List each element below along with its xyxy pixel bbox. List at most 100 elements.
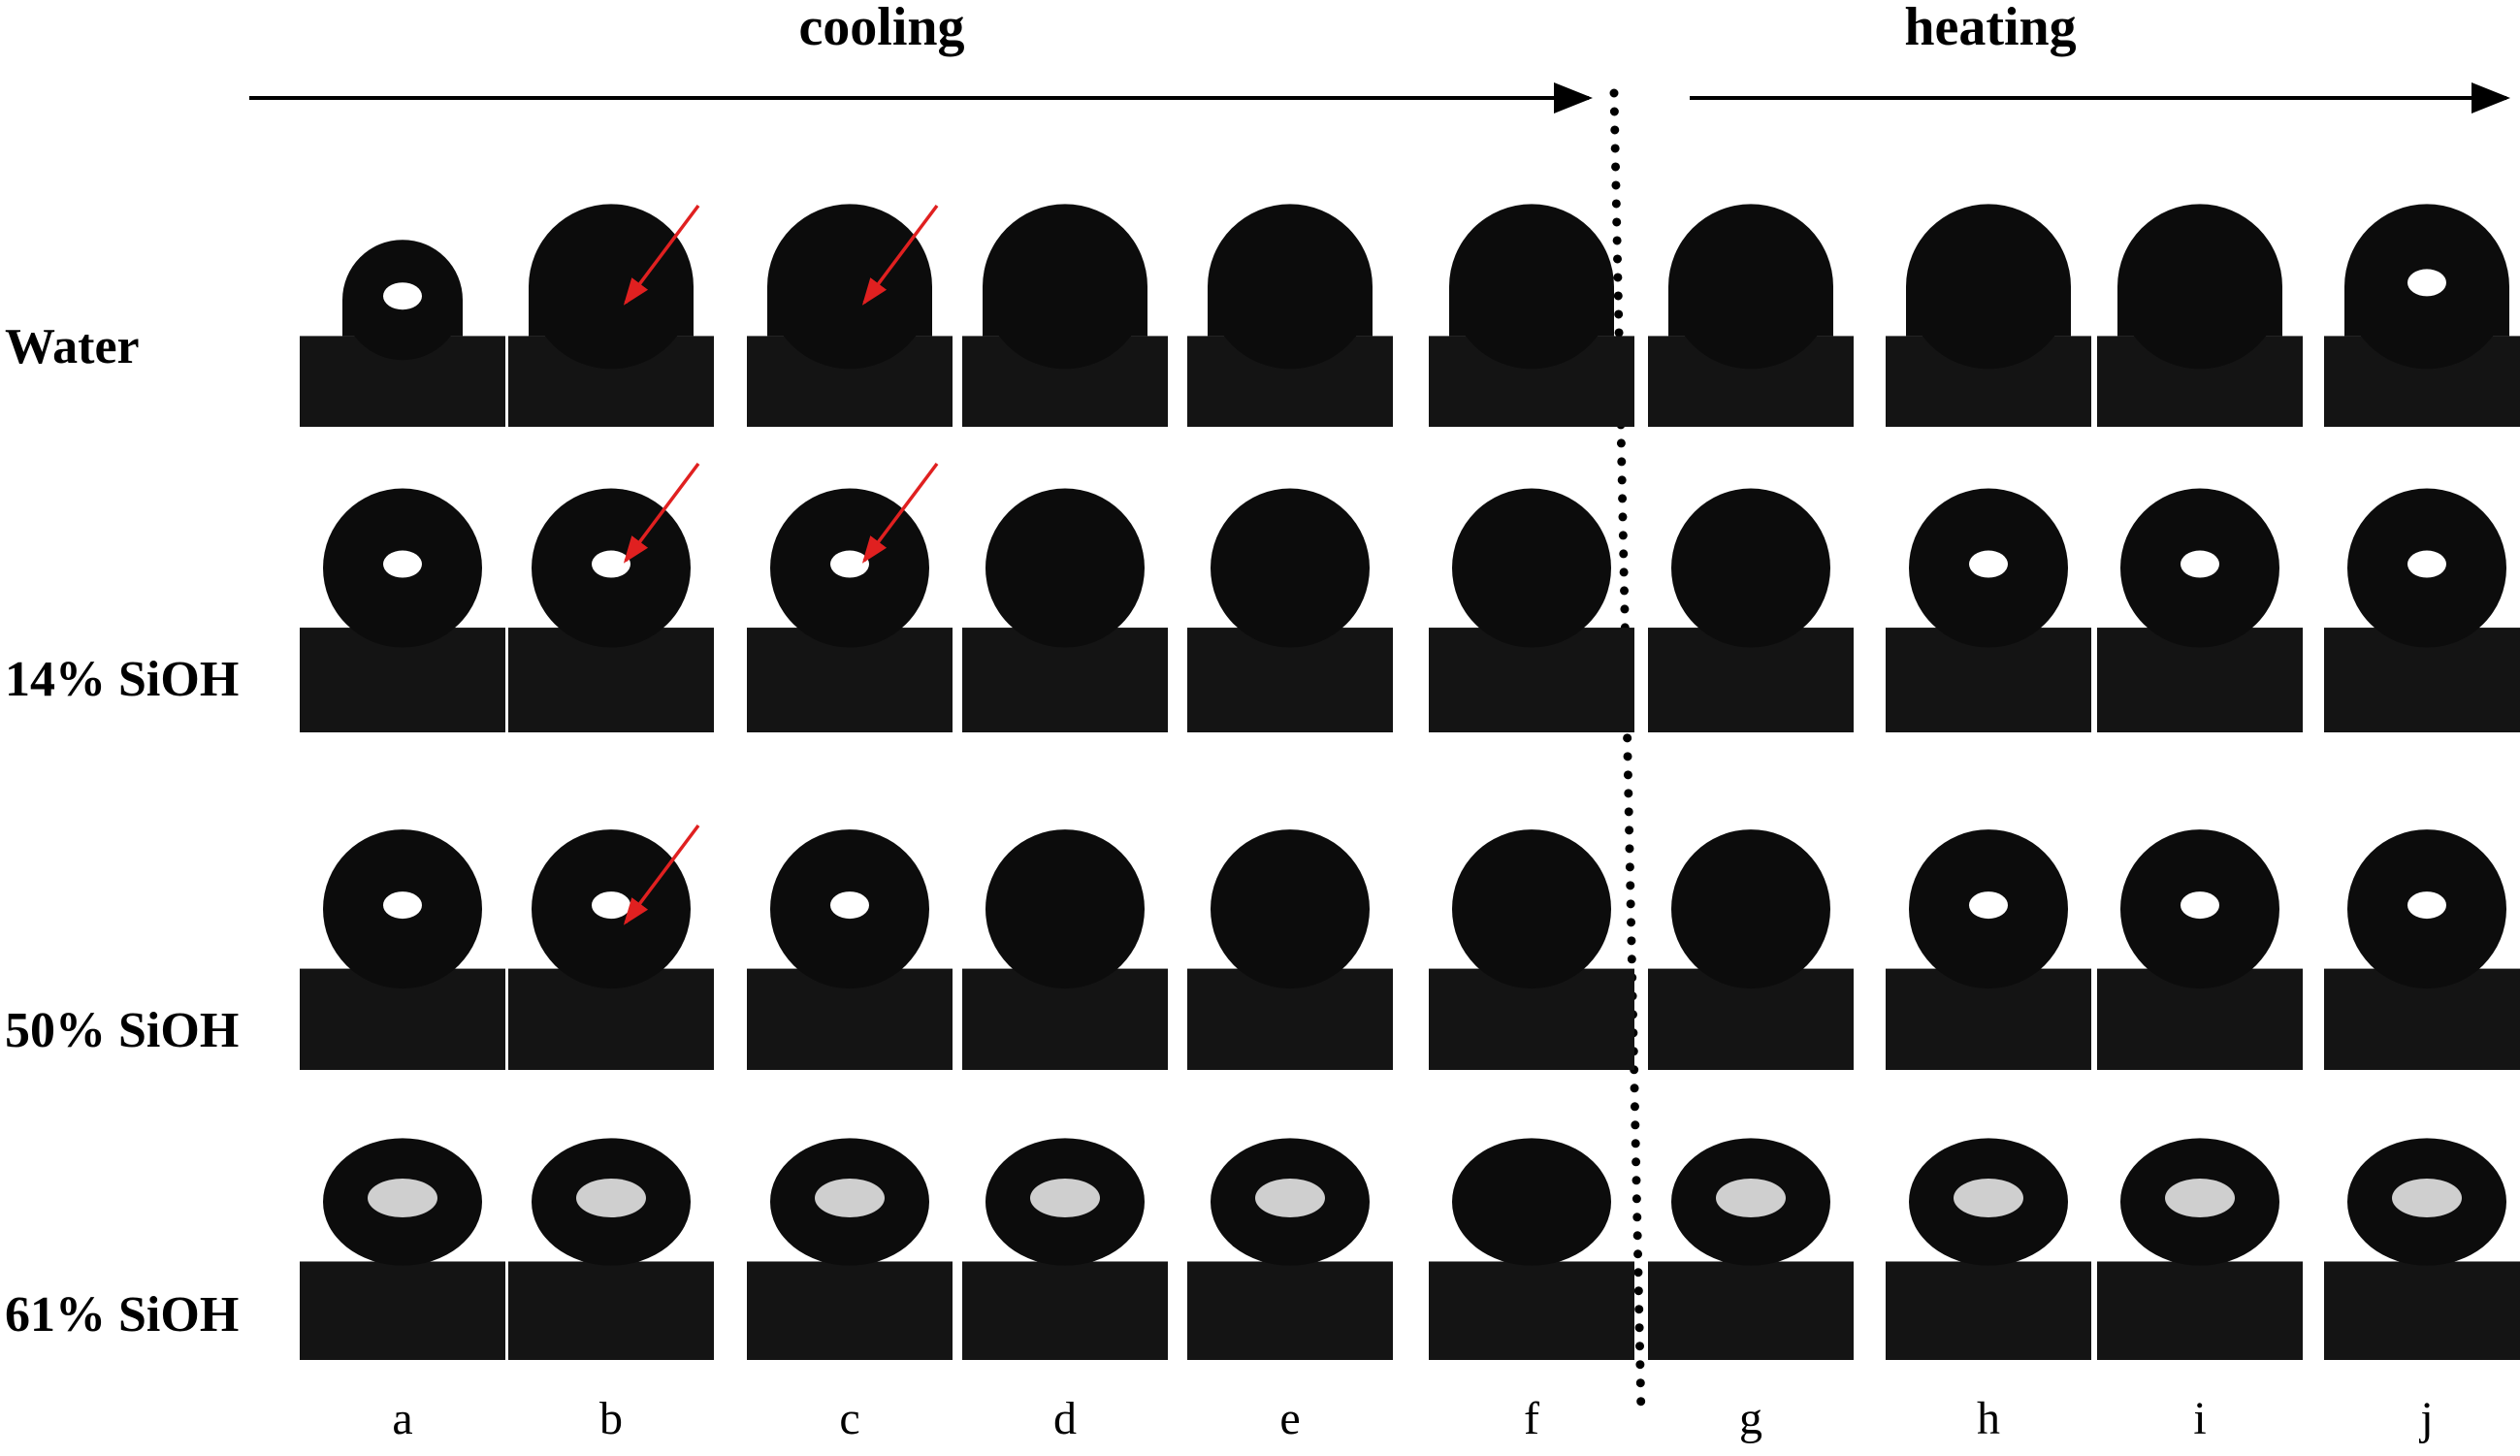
substrate	[747, 1261, 953, 1360]
column-label: i	[2193, 1393, 2206, 1444]
column-label: f	[1524, 1393, 1539, 1444]
droplet-base	[1906, 286, 2071, 337]
substrate	[1187, 1261, 1393, 1360]
highlight	[1969, 891, 2008, 920]
column-label: c	[839, 1393, 859, 1444]
highlight	[2181, 550, 2219, 578]
droplet-tile	[962, 204, 1168, 427]
highlight	[2392, 1178, 2462, 1217]
droplet	[1671, 829, 1830, 989]
substrate	[962, 1261, 1168, 1360]
droplet-tile	[1429, 829, 1634, 1070]
droplet-tile	[747, 488, 953, 732]
droplet-tile	[2097, 829, 2303, 1070]
highlight	[576, 1178, 646, 1217]
droplet-tile	[1648, 829, 1854, 1070]
droplet-tile	[1886, 488, 2091, 732]
droplet-base	[1668, 286, 1833, 337]
droplet	[1671, 488, 1830, 648]
droplet-tile	[1429, 1138, 1634, 1360]
substrate	[1886, 1261, 2091, 1360]
droplet-tile	[300, 1138, 505, 1360]
red-arrow	[861, 204, 939, 306]
droplet-tile	[1187, 488, 1393, 732]
droplet-tile	[508, 1138, 714, 1360]
highlight	[592, 891, 630, 920]
cooling-label: cooling	[798, 0, 964, 57]
droplet-base	[1208, 286, 1373, 337]
droplet-tile	[300, 240, 505, 427]
substrate	[1429, 1261, 1634, 1360]
droplet	[1211, 829, 1370, 989]
red-arrow	[623, 462, 700, 564]
droplet	[985, 488, 1145, 648]
highlight	[592, 550, 630, 578]
highlight	[1255, 1178, 1325, 1217]
droplet	[1452, 1138, 1611, 1266]
droplet-base	[1449, 286, 1614, 337]
droplet-tile	[300, 488, 505, 732]
highlight	[830, 891, 869, 920]
highlight	[2407, 550, 2446, 578]
column-label: j	[2418, 1393, 2433, 1444]
heating-label: heating	[1904, 0, 2076, 57]
droplet-tile	[1886, 204, 2091, 427]
substrate	[2097, 1261, 2303, 1360]
droplet-tile	[1648, 488, 1854, 732]
row-label: 61% SiOH	[5, 1287, 239, 1343]
droplet-base	[529, 286, 694, 337]
droplet-images	[300, 204, 2520, 1360]
substrate	[300, 1261, 505, 1360]
droplet	[1452, 829, 1611, 989]
droplet-base	[767, 286, 932, 337]
droplet-tile	[1429, 488, 1634, 732]
droplet-tile	[962, 829, 1168, 1070]
droplet-tile	[747, 829, 953, 1070]
highlight	[830, 550, 869, 578]
droplet-tile	[1648, 1138, 1854, 1360]
droplet-base	[983, 286, 1147, 337]
column-label: d	[1053, 1393, 1077, 1444]
droplet-tile	[1187, 204, 1393, 427]
droplet-tile	[747, 204, 953, 427]
droplet-tile	[2324, 829, 2520, 1070]
highlight	[2407, 269, 2446, 297]
highlight	[368, 1178, 437, 1217]
highlight	[2407, 891, 2446, 920]
highlight	[1969, 550, 2008, 578]
highlight	[1716, 1178, 1786, 1217]
red-arrow	[861, 462, 939, 564]
column-label: g	[1739, 1393, 1762, 1444]
droplet-tile	[2324, 204, 2520, 427]
droplet	[1452, 488, 1611, 648]
droplet-tile	[508, 488, 714, 732]
droplet-tile	[2097, 1138, 2303, 1360]
droplet-tile	[962, 1138, 1168, 1360]
droplet-tile	[2097, 488, 2303, 732]
column-label: e	[1279, 1393, 1300, 1444]
droplet-tile	[1648, 204, 1854, 427]
droplet-tile	[508, 829, 714, 1070]
row-label: 14% SiOH	[5, 652, 239, 707]
droplet-tile	[747, 1138, 953, 1360]
highlight	[383, 891, 422, 920]
highlight	[815, 1178, 885, 1217]
droplet-tile	[1187, 829, 1393, 1070]
droplet-tile	[300, 829, 505, 1070]
substrate	[508, 1261, 714, 1360]
droplet	[1211, 488, 1370, 648]
highlight	[1954, 1178, 2023, 1217]
substrate	[2324, 1261, 2520, 1360]
highlight	[1030, 1178, 1100, 1217]
row-label: Water	[5, 319, 140, 374]
highlight	[383, 550, 422, 578]
highlight	[2181, 891, 2219, 920]
red-arrow	[623, 204, 700, 306]
row-label: 50% SiOH	[5, 1003, 239, 1058]
highlight	[383, 282, 422, 310]
droplet-tile	[1429, 204, 1634, 427]
divider	[1609, 88, 1646, 1421]
droplet-tile	[1886, 1138, 2091, 1360]
droplet-tile	[2097, 204, 2303, 427]
